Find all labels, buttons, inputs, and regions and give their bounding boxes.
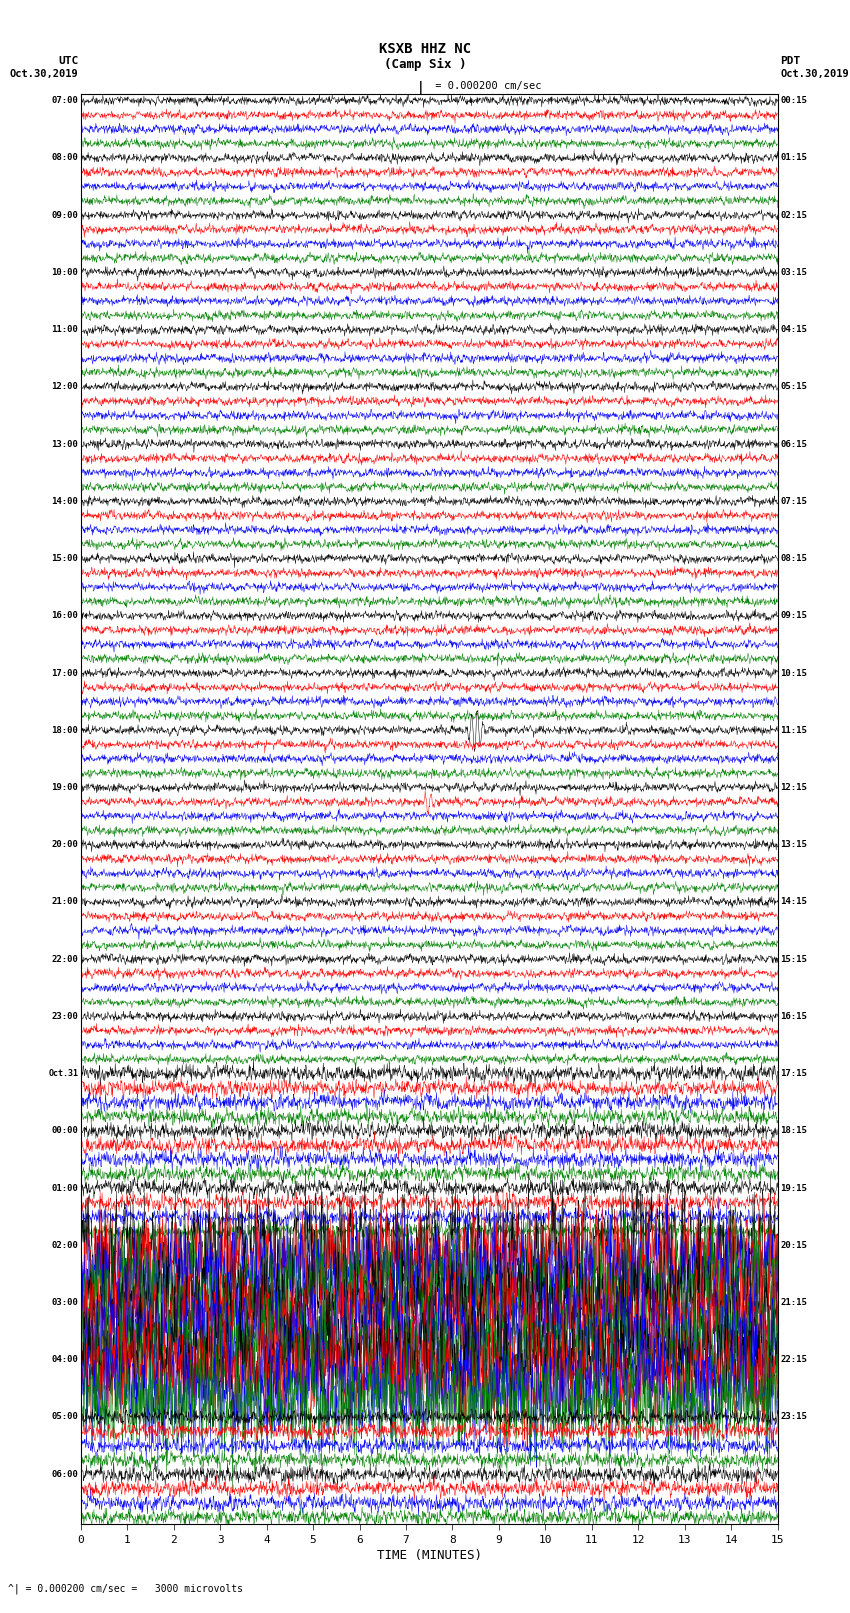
Text: 01:00: 01:00 <box>51 1184 78 1192</box>
Text: 10:00: 10:00 <box>51 268 78 277</box>
Text: PDT: PDT <box>780 56 801 66</box>
Text: 18:15: 18:15 <box>780 1126 808 1136</box>
Text: 06:00: 06:00 <box>51 1469 78 1479</box>
Text: 15:00: 15:00 <box>51 553 78 563</box>
Text: 21:15: 21:15 <box>780 1298 808 1307</box>
Text: 04:00: 04:00 <box>51 1355 78 1365</box>
Text: 08:15: 08:15 <box>780 553 808 563</box>
Text: |: | <box>417 81 424 94</box>
Text: 17:00: 17:00 <box>51 668 78 677</box>
Text: 05:00: 05:00 <box>51 1413 78 1421</box>
Text: 13:00: 13:00 <box>51 440 78 448</box>
Text: 03:00: 03:00 <box>51 1298 78 1307</box>
Text: (Camp Six ): (Camp Six ) <box>383 58 467 71</box>
Text: 11:00: 11:00 <box>51 326 78 334</box>
Text: 22:00: 22:00 <box>51 955 78 963</box>
Text: 11:15: 11:15 <box>780 726 808 736</box>
Text: Oct.30,2019: Oct.30,2019 <box>9 69 78 79</box>
Text: 02:00: 02:00 <box>51 1240 78 1250</box>
Text: 19:00: 19:00 <box>51 782 78 792</box>
Text: 12:00: 12:00 <box>51 382 78 392</box>
X-axis label: TIME (MINUTES): TIME (MINUTES) <box>377 1548 482 1561</box>
Text: 20:00: 20:00 <box>51 840 78 848</box>
Text: Oct.31: Oct.31 <box>48 1069 78 1077</box>
Text: ^| = 0.000200 cm/sec =   3000 microvolts: ^| = 0.000200 cm/sec = 3000 microvolts <box>8 1582 243 1594</box>
Text: = 0.000200 cm/sec: = 0.000200 cm/sec <box>429 81 541 90</box>
Text: 16:00: 16:00 <box>51 611 78 621</box>
Text: 09:00: 09:00 <box>51 211 78 219</box>
Text: 07:15: 07:15 <box>780 497 808 506</box>
Text: 00:00: 00:00 <box>51 1126 78 1136</box>
Text: 14:00: 14:00 <box>51 497 78 506</box>
Text: 09:15: 09:15 <box>780 611 808 621</box>
Text: KSXB HHZ NC: KSXB HHZ NC <box>379 42 471 56</box>
Text: 18:00: 18:00 <box>51 726 78 736</box>
Text: 22:15: 22:15 <box>780 1355 808 1365</box>
Text: 08:00: 08:00 <box>51 153 78 163</box>
Text: UTC: UTC <box>58 56 78 66</box>
Text: 19:15: 19:15 <box>780 1184 808 1192</box>
Text: 06:15: 06:15 <box>780 440 808 448</box>
Text: 17:15: 17:15 <box>780 1069 808 1077</box>
Text: 21:00: 21:00 <box>51 897 78 907</box>
Text: 14:15: 14:15 <box>780 897 808 907</box>
Text: 10:15: 10:15 <box>780 668 808 677</box>
Text: 04:15: 04:15 <box>780 326 808 334</box>
Text: 07:00: 07:00 <box>51 97 78 105</box>
Text: 02:15: 02:15 <box>780 211 808 219</box>
Text: 20:15: 20:15 <box>780 1240 808 1250</box>
Text: 00:15: 00:15 <box>780 97 808 105</box>
Text: 01:15: 01:15 <box>780 153 808 163</box>
Text: Oct.30,2019: Oct.30,2019 <box>780 69 849 79</box>
Text: 12:15: 12:15 <box>780 782 808 792</box>
Text: 15:15: 15:15 <box>780 955 808 963</box>
Text: 23:00: 23:00 <box>51 1011 78 1021</box>
Text: 03:15: 03:15 <box>780 268 808 277</box>
Text: 16:15: 16:15 <box>780 1011 808 1021</box>
Text: 05:15: 05:15 <box>780 382 808 392</box>
Text: 13:15: 13:15 <box>780 840 808 848</box>
Text: 23:15: 23:15 <box>780 1413 808 1421</box>
